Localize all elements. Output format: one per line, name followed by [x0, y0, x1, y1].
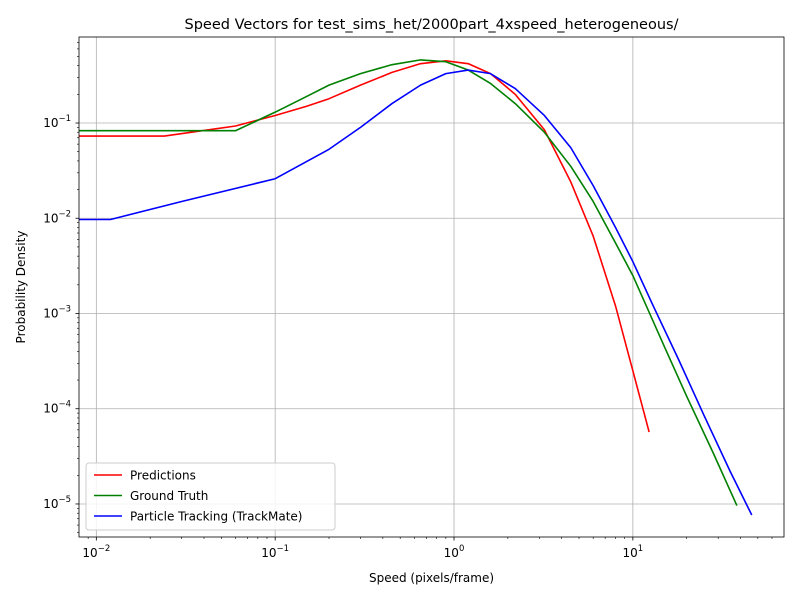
legend-label-1: Predictions — [130, 469, 196, 483]
x-tick-base: 10 — [623, 546, 638, 560]
y-tick-base: 10 — [43, 306, 58, 320]
x-tick-base: 10 — [261, 546, 276, 560]
y-tick-base: 10 — [43, 497, 58, 511]
legend-box — [85, 462, 336, 531]
y-tick-label: 10−5 — [43, 495, 71, 511]
x-tick-label: 101 — [623, 544, 644, 560]
y-tick-exponent: −2 — [58, 209, 71, 219]
x-tick-label: 10−1 — [261, 544, 289, 560]
x-tick-exponent: −1 — [277, 544, 290, 554]
series-line-2 — [79, 59, 738, 506]
x-tick-label: 100 — [444, 544, 465, 560]
y-tick-exponent: −4 — [58, 400, 71, 410]
plot-area-frame — [78, 36, 785, 538]
x-tick-label: 10−2 — [82, 544, 110, 560]
grid-lines — [79, 37, 784, 537]
x-axis-label: Speed (pixels/frame) — [369, 571, 494, 585]
series-line-3 — [79, 69, 753, 516]
y-tick-label: 10−1 — [43, 114, 71, 130]
y-tick-exponent: −5 — [58, 495, 71, 505]
x-tick-exponent: 1 — [638, 544, 643, 554]
x-tick-exponent: −2 — [98, 544, 111, 554]
y-tick-exponent: −3 — [58, 304, 71, 314]
y-axis-label: Probability Density — [14, 231, 28, 344]
y-tick-exponent: −1 — [58, 114, 71, 124]
legend-label-2: Ground Truth — [130, 489, 208, 503]
chart-title: Speed Vectors for test_sims_het/2000part… — [185, 17, 679, 33]
y-tick-base: 10 — [43, 116, 58, 130]
y-tick-base: 10 — [43, 402, 58, 416]
series-lines — [79, 59, 753, 516]
y-tick-label: 10−2 — [43, 209, 71, 225]
legend-label-3: Particle Tracking (TrackMate) — [130, 510, 302, 524]
legend: Predictions Ground Truth Particle Tracking… — [85, 462, 336, 531]
series-line-1 — [79, 59, 650, 433]
x-tick-base: 10 — [82, 546, 97, 560]
y-tick-base: 10 — [43, 211, 58, 225]
y-tick-label: 10−3 — [43, 304, 71, 320]
x-tick-exponent: 0 — [459, 544, 464, 554]
y-tick-label: 10−4 — [43, 400, 71, 416]
x-tick-base: 10 — [444, 546, 459, 560]
